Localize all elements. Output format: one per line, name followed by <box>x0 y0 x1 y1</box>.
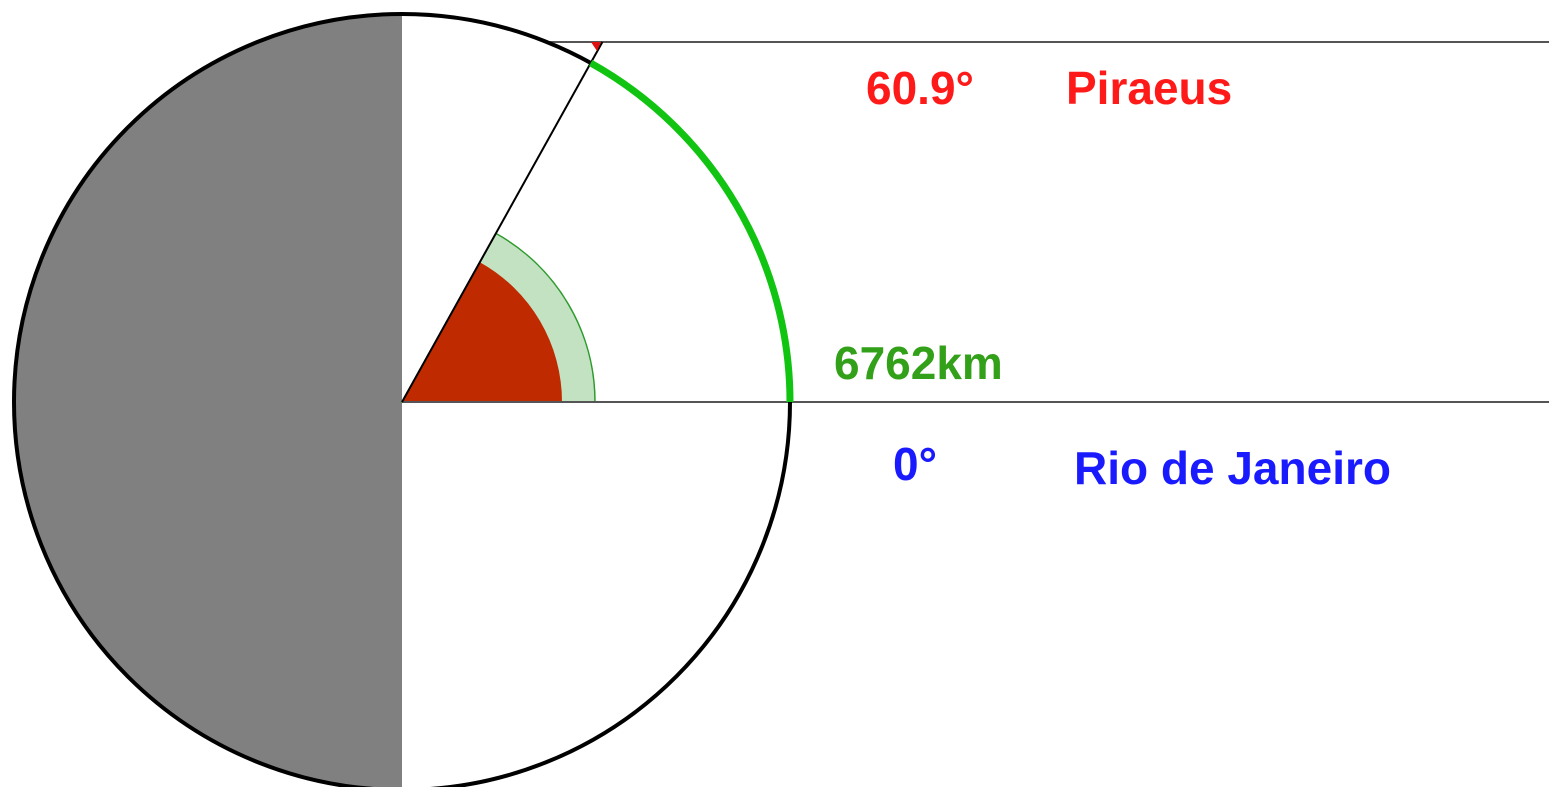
radius-line <box>401 41 604 403</box>
great-circle-arc <box>588 59 794 403</box>
night-half <box>14 14 402 787</box>
piraeus-angle-label: 60.9° <box>866 62 974 114</box>
rio-name-label: Rio de Janeiro <box>1074 442 1391 494</box>
rio-angle-label: 0° <box>893 438 937 490</box>
piraeus-name-label: Piraeus <box>1066 62 1232 114</box>
piraeus-marker <box>591 42 601 51</box>
distance-label: 6762km <box>834 337 1003 389</box>
angle-sector <box>402 262 562 402</box>
